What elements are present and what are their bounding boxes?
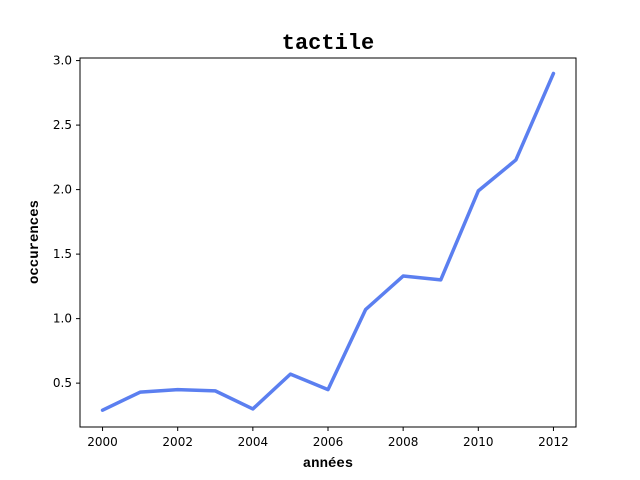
x-tick-label: 2006	[313, 435, 344, 449]
x-tick-label: 2008	[388, 435, 419, 449]
y-tick-label: 0.5	[53, 376, 72, 390]
x-axis-label: années	[303, 456, 353, 472]
plot-frame	[79, 57, 577, 428]
y-axis-label: occurences	[27, 200, 43, 284]
x-tick-label: 2004	[238, 435, 269, 449]
plot-area	[100, 71, 556, 412]
y-tick-label: 2.5	[53, 118, 72, 132]
series-line-0	[100, 71, 556, 412]
x-tick-label: 2000	[87, 435, 118, 449]
chart-title: tactile	[282, 31, 374, 56]
x-tick-label: 2010	[463, 435, 494, 449]
x-tick-label: 2012	[538, 435, 569, 449]
x-axis: 2000 2002 2004 2006 2008 2010 2012	[87, 427, 569, 449]
x-tick-label: 2002	[162, 435, 193, 449]
y-axis: 0.5 1.0 1.5 2.0 2.5 3.0	[53, 54, 80, 390]
y-tick-label: 1.0	[53, 312, 72, 326]
y-tick-label: 1.5	[53, 247, 72, 261]
y-tick-label: 3.0	[53, 54, 72, 68]
y-tick-label: 2.0	[53, 183, 72, 197]
